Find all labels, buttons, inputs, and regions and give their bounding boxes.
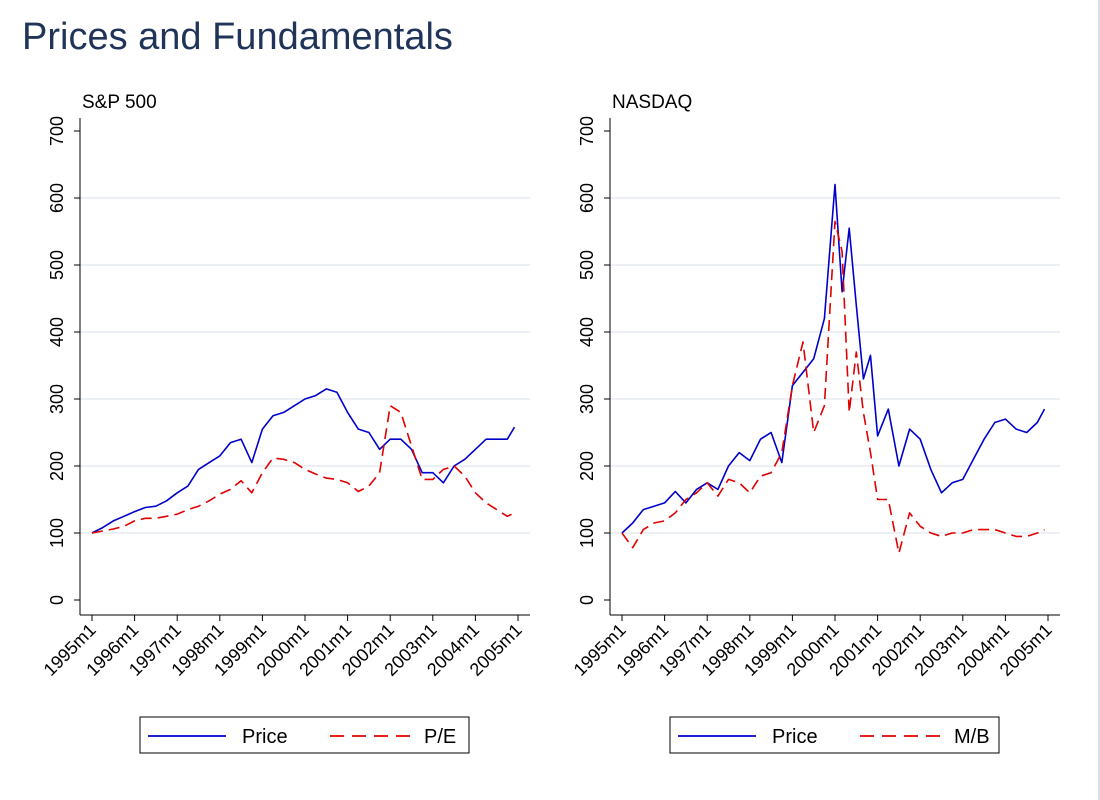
y-tick-label: 600	[577, 183, 597, 213]
window-edge	[1098, 0, 1100, 800]
y-tick-label: 500	[577, 250, 597, 280]
y-tick-label: 300	[47, 384, 67, 414]
legend-label: Price	[242, 726, 288, 748]
chart-nasdaq: NASDAQ01002003004005006007001995m11996m1…	[570, 92, 1060, 754]
y-tick-label: 200	[47, 451, 67, 481]
y-tick-label: 0	[47, 595, 67, 605]
legend-label: Price	[772, 726, 818, 748]
legend-box	[669, 716, 1000, 754]
y-tick-label: 400	[577, 317, 597, 347]
y-tick-label: 600	[47, 183, 67, 213]
y-tick-label: 100	[47, 518, 67, 548]
chart-sp500: S&P 50001002003004005006007001995m11996m…	[40, 92, 530, 754]
y-tick-label: 100	[577, 518, 597, 548]
panel-title: S&P 500	[82, 92, 157, 113]
legend: Price P/E	[139, 716, 470, 754]
series-line-ratio	[91, 404, 515, 534]
series-line-price	[91, 388, 516, 534]
y-tick-label: 500	[47, 250, 67, 280]
y-tick-label: 400	[47, 317, 67, 347]
legend: Price M/B	[669, 716, 1000, 754]
legend-label: M/B	[954, 726, 990, 748]
page-title: Prices and Fundamentals	[22, 16, 453, 58]
legend-box	[139, 716, 470, 754]
y-tick-label: 300	[577, 384, 597, 414]
series-line-ratio	[621, 220, 1045, 554]
legend-label: P/E	[424, 726, 456, 748]
y-tick-label: 0	[577, 595, 597, 605]
y-tick-label: 200	[577, 451, 597, 481]
y-tick-label: 700	[47, 116, 67, 146]
panel-title: NASDAQ	[612, 92, 692, 113]
y-tick-label: 700	[577, 116, 597, 146]
series-line-price	[621, 183, 1046, 534]
